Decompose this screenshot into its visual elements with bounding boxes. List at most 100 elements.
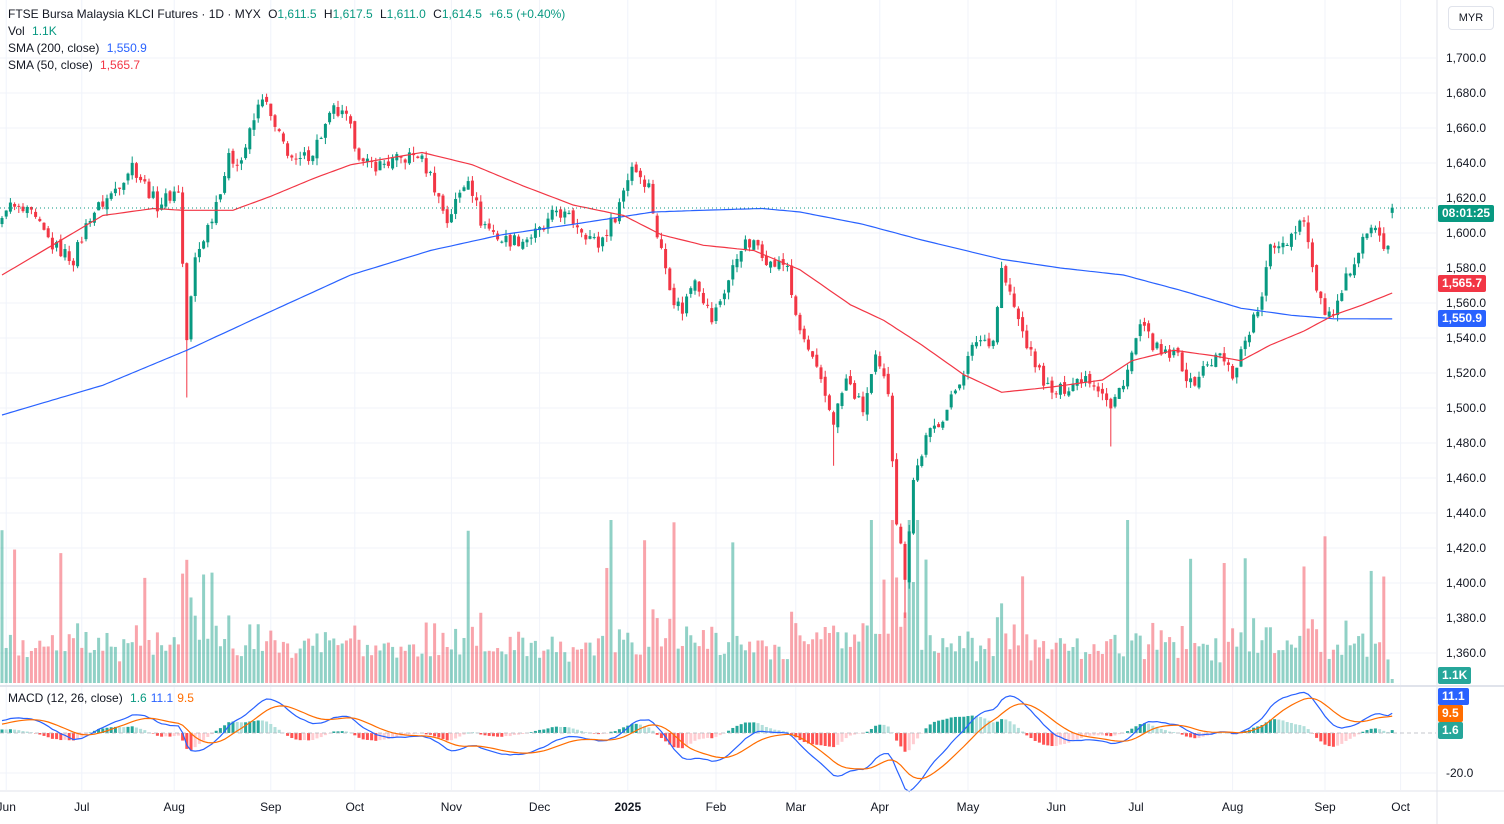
candle-body	[8, 202, 12, 212]
volume-bar	[584, 642, 588, 683]
candle-body	[1012, 293, 1016, 307]
volume-bar	[701, 630, 705, 683]
macd-histogram-bar	[853, 733, 857, 735]
candle-body	[231, 150, 235, 164]
macd-histogram-bar	[1109, 733, 1113, 737]
candle-body	[1142, 322, 1146, 326]
volume-bar	[185, 559, 189, 683]
candle-body	[815, 354, 819, 367]
candle-body	[13, 203, 17, 207]
volume-bar	[1264, 627, 1268, 683]
volume-bar	[1130, 640, 1134, 683]
candle-body	[4, 210, 8, 217]
volume-bar	[42, 646, 46, 683]
macd-histogram-bar	[113, 726, 117, 733]
volume-bar	[962, 648, 966, 683]
candle-body	[1151, 333, 1155, 351]
volume-bar	[790, 611, 794, 683]
macd-histogram-bar	[1113, 733, 1117, 736]
macd-histogram-bar	[823, 733, 827, 746]
macd-histogram-bar	[361, 733, 365, 740]
candle-body	[29, 206, 33, 210]
macd-histogram-bar	[181, 733, 185, 741]
candle-body	[462, 187, 466, 191]
macd-histogram-bar	[491, 733, 495, 737]
candle-body	[84, 223, 88, 240]
macd-histogram-bar	[487, 733, 491, 736]
candle-body	[806, 339, 810, 350]
macd-histogram-bar	[1302, 726, 1306, 733]
volume-bar	[1121, 656, 1125, 683]
candle-body	[328, 112, 332, 123]
macd-histogram-bar	[764, 726, 768, 733]
volume-bar	[55, 650, 59, 683]
volume-bar	[668, 618, 672, 683]
volume-bar	[1004, 633, 1008, 683]
candle-body	[1285, 244, 1289, 246]
volume-legend[interactable]: Vol 1.1K	[8, 23, 61, 40]
macd-histogram-bar	[584, 732, 588, 733]
volume-bar	[970, 637, 974, 683]
volume-bar	[416, 656, 420, 683]
macd-histogram-bar	[840, 733, 844, 742]
symbol-title[interactable]: FTSE Bursa Malaysia KLCI Futures · 1D · …	[8, 7, 261, 21]
volume-bar	[76, 623, 80, 683]
candle-body	[857, 396, 861, 398]
candle-body	[575, 225, 579, 228]
macd-histogram-bar	[706, 733, 710, 738]
volume-bar	[88, 652, 92, 683]
candle-body	[1063, 382, 1067, 394]
macd-histogram-bar	[1340, 733, 1344, 744]
volume-bar	[752, 652, 756, 683]
volume-bar	[924, 559, 928, 683]
candle-body	[349, 116, 353, 124]
candle-body	[315, 139, 319, 159]
volume-bar	[882, 579, 886, 683]
macd-histogram-bar	[214, 730, 218, 733]
candle-body	[546, 218, 550, 229]
candle-body	[760, 244, 764, 258]
sma200-legend[interactable]: SMA (200, close) 1,550.9	[8, 40, 151, 57]
macd-legend[interactable]: MACD (12, 26, close) 1.6 11.1 9.5	[8, 690, 198, 707]
candle-body	[223, 176, 227, 193]
macd-histogram-bar	[517, 733, 521, 735]
sma50-legend[interactable]: SMA (50, close) 1,565.7	[8, 57, 144, 74]
candle-body	[1016, 308, 1020, 320]
candle-body	[924, 435, 928, 455]
candle-body	[706, 304, 710, 306]
macd-histogram-bar	[206, 733, 210, 737]
candle-body	[979, 340, 983, 342]
volume-bar	[122, 639, 126, 683]
currency-button[interactable]: MYR	[1448, 6, 1494, 30]
candle-body	[932, 425, 936, 429]
candle-body	[920, 456, 924, 466]
macd-histogram-bar	[260, 720, 264, 733]
volume-bar	[391, 646, 395, 683]
candle-body	[336, 107, 340, 116]
volume-bar	[1067, 650, 1071, 683]
macd-histogram-bar	[701, 733, 705, 739]
candle-body	[819, 367, 823, 380]
macd-histogram-bar	[785, 731, 789, 733]
macd-histogram-bar	[580, 730, 584, 733]
volume-bar	[575, 649, 579, 683]
macd-histogram-bar	[937, 720, 941, 733]
volume-bar	[1134, 633, 1138, 683]
candle-body	[785, 265, 789, 267]
price-axis[interactable]: 1,700.0 1,680.0 1,660.0 1,640.0 1,620.0 1,600…	[1446, 51, 1486, 660]
macd-histogram-bar	[865, 731, 869, 733]
time-axis[interactable]: Jun Jul Aug Sep Oct Nov Dec 2025 Feb Mar Apr May Jun…	[0, 800, 1411, 814]
candle-body	[895, 459, 899, 525]
candle-body	[281, 133, 285, 142]
macd-histogram-bar	[454, 733, 458, 739]
volume-bars	[0, 520, 1394, 683]
candle-body	[777, 260, 781, 270]
volume-bar	[290, 657, 294, 683]
price-axis-tick: 1,520.0	[1446, 366, 1486, 380]
macd-histogram-bar	[1067, 733, 1071, 743]
volume-bar	[1365, 656, 1369, 683]
macd-histogram-bar	[1256, 726, 1260, 733]
macd-histogram-bar	[1306, 729, 1310, 733]
candle-body	[1096, 386, 1100, 392]
